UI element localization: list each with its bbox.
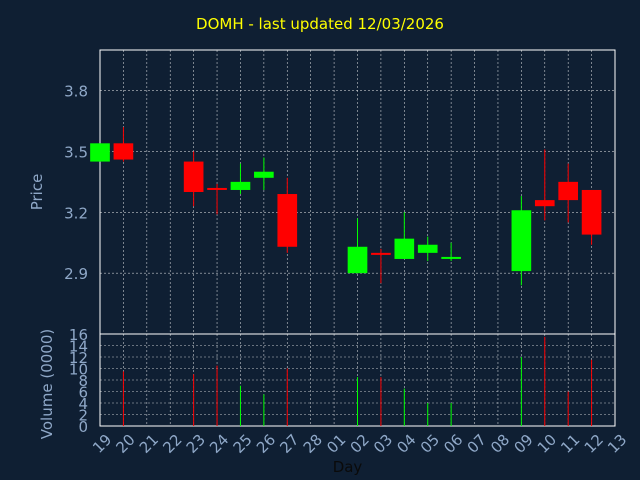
x-tick-label: 25 — [230, 431, 256, 457]
x-tick-label: 21 — [136, 431, 162, 457]
x-tick-label: 11 — [557, 431, 583, 457]
volume-tick-label: 4 — [78, 395, 88, 413]
volume-axis-label: Volume (0000) — [38, 329, 56, 439]
x-tick-label: 19 — [89, 431, 115, 457]
candle-body — [417, 244, 438, 253]
x-tick-label: 10 — [534, 431, 560, 457]
candle-body — [230, 181, 251, 190]
x-tick-label: 02 — [347, 431, 373, 457]
x-tick-label: 05 — [417, 431, 443, 457]
x-tick-label: 01 — [323, 431, 349, 457]
x-tick-label: 27 — [276, 431, 302, 457]
price-tick-label: 3.8 — [64, 83, 88, 101]
x-tick-label: 12 — [581, 431, 607, 457]
x-tick-label: 26 — [253, 431, 279, 457]
candle-body — [113, 143, 134, 160]
x-tick-label: 08 — [487, 431, 513, 457]
candle-body — [394, 238, 415, 259]
candle-body — [581, 189, 602, 235]
candle-body — [254, 171, 274, 178]
price-tick-label: 3.5 — [64, 143, 88, 161]
volume-tick-label: 2 — [78, 407, 88, 425]
candle-body — [534, 200, 555, 207]
x-tick-label: 09 — [510, 431, 536, 457]
candle-body — [277, 194, 298, 247]
x-tick-label: 22 — [159, 431, 185, 457]
candle-body — [90, 143, 110, 162]
y-axis-label: Price — [28, 174, 46, 211]
candle-body — [558, 181, 579, 201]
x-tick-label: 04 — [393, 431, 419, 457]
candle-body — [371, 252, 391, 255]
volume-tick-label: 8 — [78, 372, 88, 390]
candle-body — [207, 187, 227, 190]
x-tick-label: 23 — [183, 431, 209, 457]
volume-tick-label: 14 — [69, 338, 88, 356]
candle-body — [347, 246, 368, 274]
volume-tick-label: 10 — [69, 361, 88, 379]
x-axis-label: Day — [333, 458, 363, 476]
candle-body — [441, 256, 461, 259]
x-tick-label: 13 — [604, 431, 630, 457]
x-tick-label: 06 — [440, 431, 466, 457]
volume-tick-label: 0 — [78, 418, 88, 436]
x-tick-label: 07 — [464, 431, 490, 457]
chart-title: DOMH - last updated 12/03/2026 — [196, 15, 444, 33]
price-tick-label: 3.2 — [64, 204, 88, 222]
x-tick-label: 03 — [370, 431, 396, 457]
x-tick-label: 24 — [206, 431, 232, 457]
x-tick-label: 20 — [112, 431, 138, 457]
candle-body — [511, 210, 532, 272]
volume-tick-label: 16 — [69, 326, 88, 344]
candle-body — [183, 161, 204, 192]
volume-tick-label: 6 — [78, 384, 88, 402]
price-tick-label: 2.9 — [64, 265, 88, 283]
volume-tick-label: 12 — [69, 349, 88, 367]
x-tick-label: 28 — [300, 431, 326, 457]
